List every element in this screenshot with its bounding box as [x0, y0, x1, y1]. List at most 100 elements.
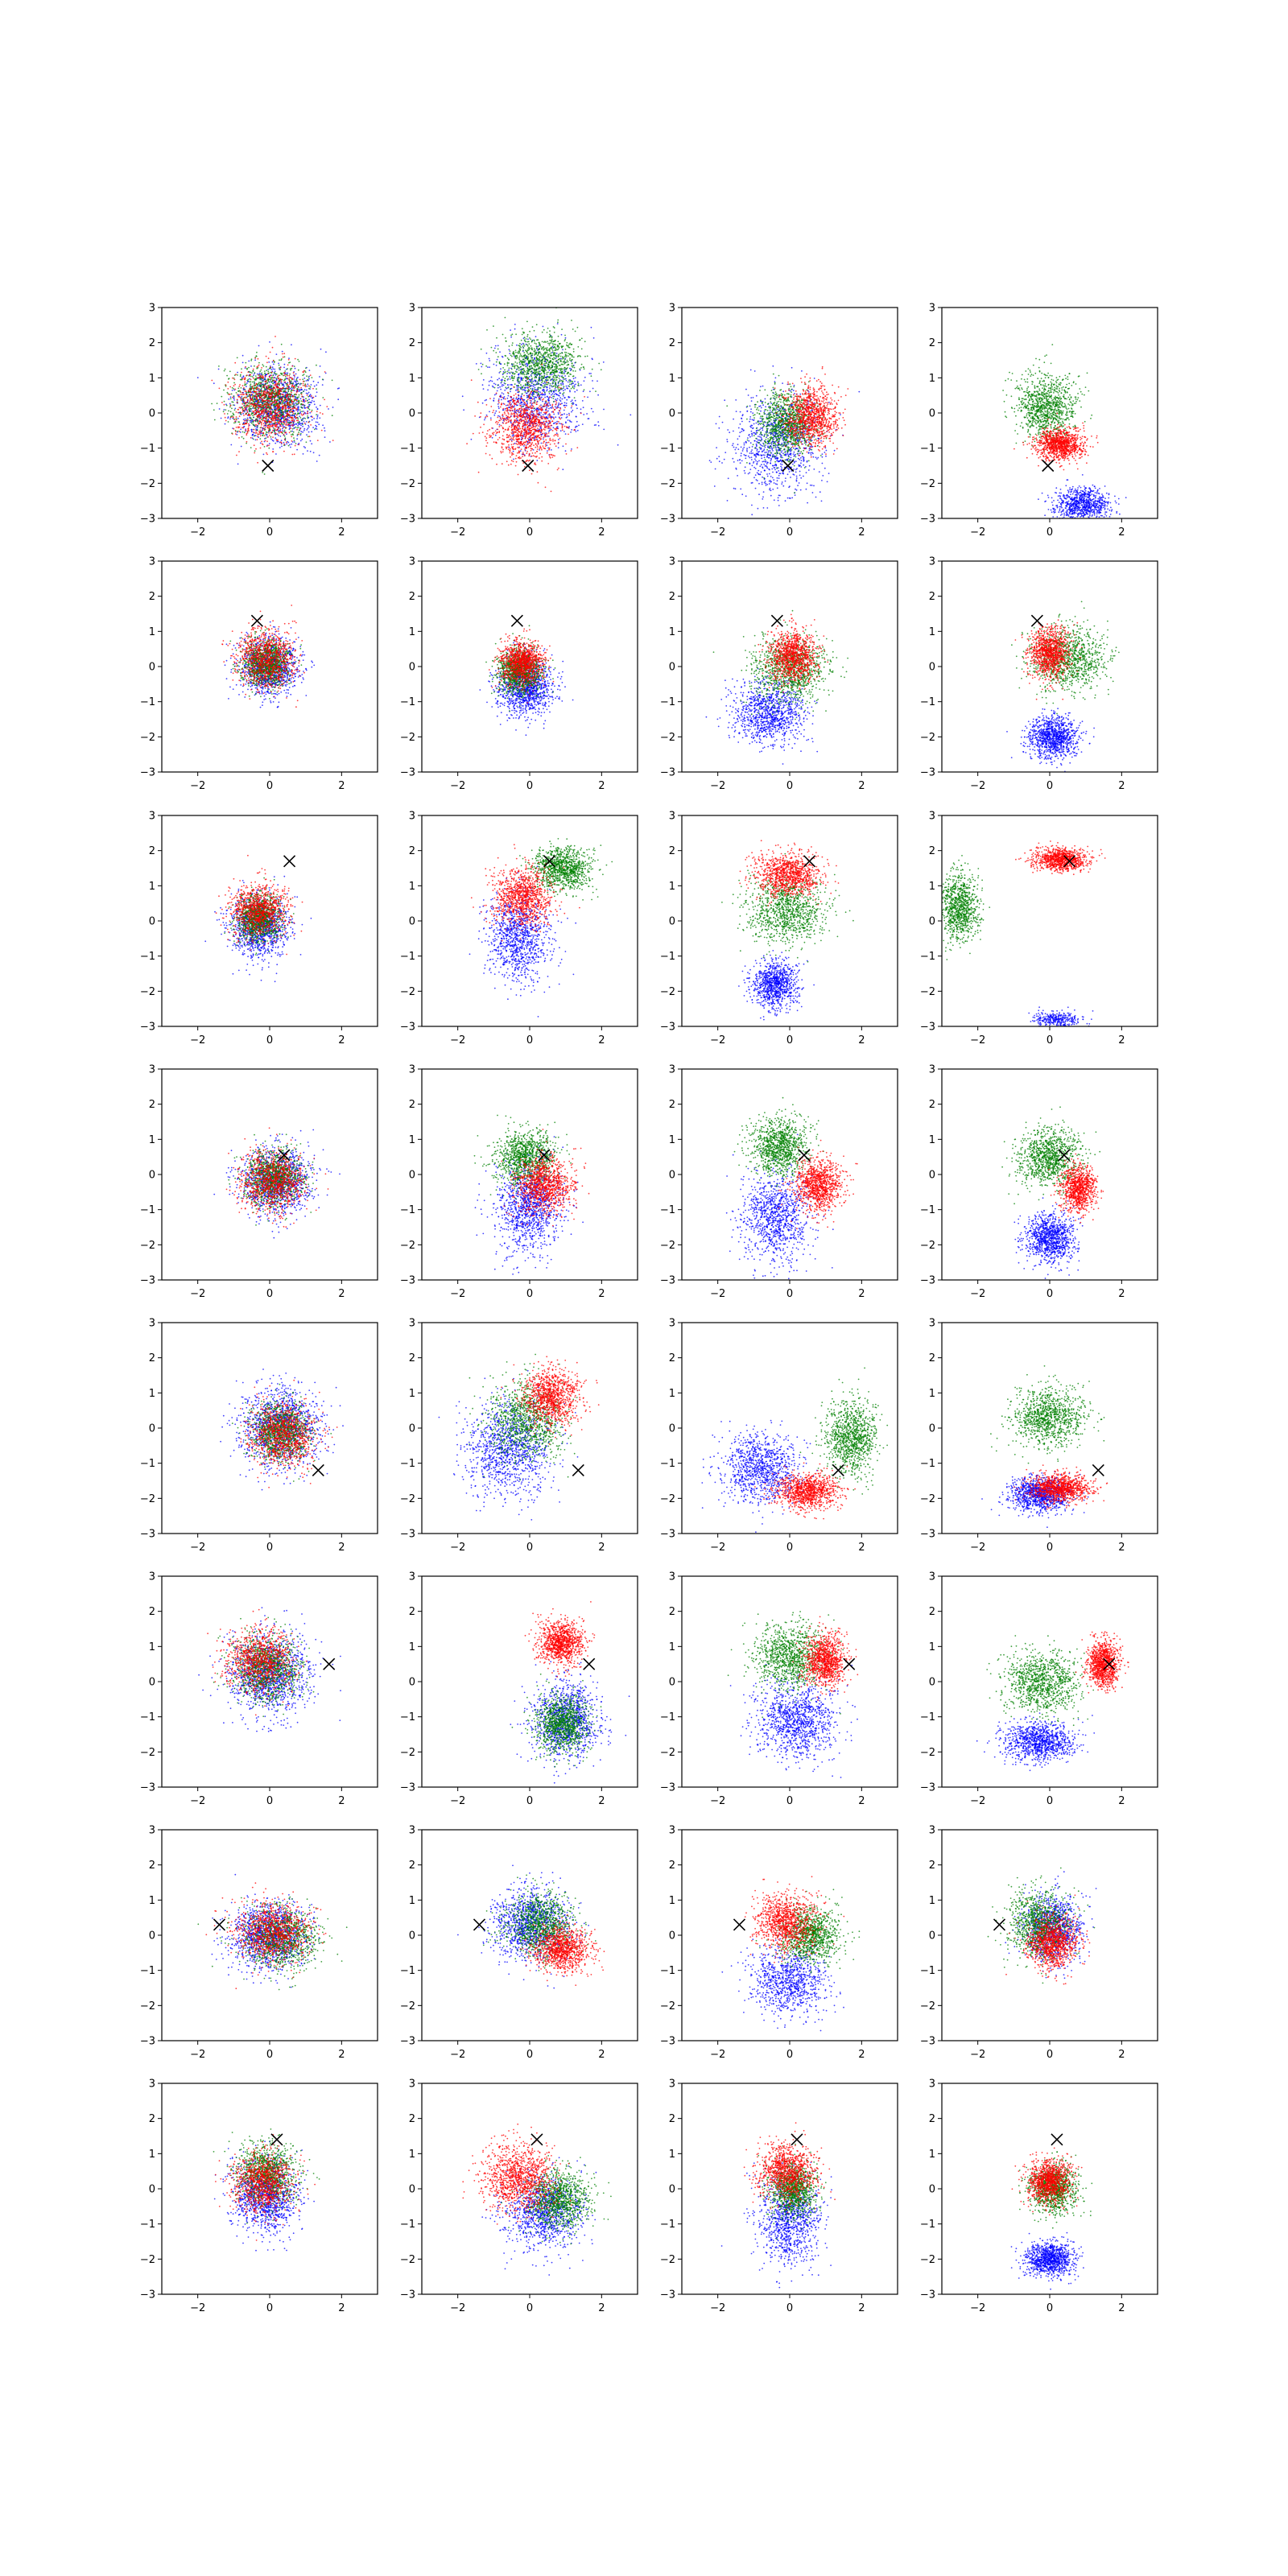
data-point [277, 429, 279, 431]
data-point [525, 366, 526, 368]
data-point [282, 413, 283, 415]
data-point [294, 365, 295, 367]
data-point [240, 407, 242, 409]
data-point [260, 397, 262, 398]
data-point [229, 394, 231, 395]
data-point [512, 333, 514, 335]
data-point [286, 421, 287, 423]
data-point [545, 365, 547, 367]
data-point [523, 365, 525, 366]
data-point [546, 384, 547, 386]
data-point [563, 445, 564, 447]
data-point [261, 427, 262, 428]
data-point [310, 386, 312, 388]
data-point [272, 391, 274, 393]
data-point [532, 353, 534, 354]
data-point [553, 414, 555, 415]
data-point [249, 382, 250, 383]
data-point [485, 399, 487, 401]
data-point [313, 452, 315, 453]
data-point [549, 340, 551, 341]
data-point [566, 405, 568, 407]
data-point [307, 379, 308, 381]
data-point [527, 386, 529, 388]
data-point [521, 369, 522, 371]
data-point [542, 389, 543, 390]
data-point [286, 422, 287, 423]
data-point [238, 386, 240, 387]
data-point [307, 411, 308, 413]
data-point [293, 378, 295, 380]
data-point [575, 377, 576, 378]
scatter-points [462, 307, 631, 492]
data-point [538, 360, 539, 361]
data-point [520, 366, 522, 368]
data-point [254, 398, 255, 400]
data-point [240, 374, 242, 376]
data-point [541, 443, 543, 444]
data-point [504, 396, 506, 398]
data-point [526, 336, 528, 337]
data-point [495, 345, 497, 347]
data-point [281, 358, 283, 360]
data-point [580, 384, 582, 386]
data-point [540, 374, 542, 375]
data-point [270, 403, 271, 405]
data-point [250, 365, 252, 367]
data-point [547, 450, 548, 452]
data-point [526, 395, 528, 397]
data-point [246, 423, 248, 425]
data-point [270, 419, 272, 420]
data-point [547, 397, 549, 398]
data-point [295, 405, 297, 407]
data-point [310, 440, 312, 442]
data-point [539, 377, 540, 378]
data-point [270, 366, 271, 368]
data-point [546, 407, 547, 409]
data-point [258, 411, 260, 413]
data-point [513, 363, 514, 365]
data-point [282, 384, 283, 386]
data-point [286, 433, 287, 435]
data-point [258, 384, 259, 386]
data-point [296, 449, 298, 451]
data-point [509, 349, 510, 351]
data-point [549, 330, 551, 332]
data-point [302, 404, 303, 406]
data-point [271, 372, 273, 374]
data-point [301, 392, 303, 394]
data-point [254, 372, 256, 374]
data-point [308, 431, 310, 433]
data-point [270, 381, 272, 382]
data-point [285, 437, 287, 439]
data-point [238, 422, 240, 423]
data-point [242, 403, 243, 405]
data-point [511, 356, 513, 357]
data-point [268, 432, 270, 434]
data-point [270, 372, 271, 374]
data-point [524, 374, 526, 376]
data-point [561, 402, 563, 404]
data-point [250, 408, 252, 410]
data-point [521, 340, 522, 341]
data-point [287, 387, 288, 389]
data-point [301, 396, 303, 398]
data-point [558, 336, 559, 337]
data-point [254, 420, 255, 422]
data-point [269, 401, 270, 402]
data-point [266, 445, 268, 447]
data-point [279, 369, 281, 370]
data-point [273, 380, 275, 382]
data-point [218, 369, 220, 370]
data-point [565, 370, 567, 372]
data-point [270, 413, 271, 415]
data-point [250, 376, 252, 378]
data-point [308, 427, 310, 428]
data-point [494, 394, 496, 396]
data-point [255, 421, 257, 423]
data-point [270, 398, 272, 399]
data-point [531, 341, 533, 342]
data-point [248, 361, 250, 362]
data-point [308, 388, 310, 390]
